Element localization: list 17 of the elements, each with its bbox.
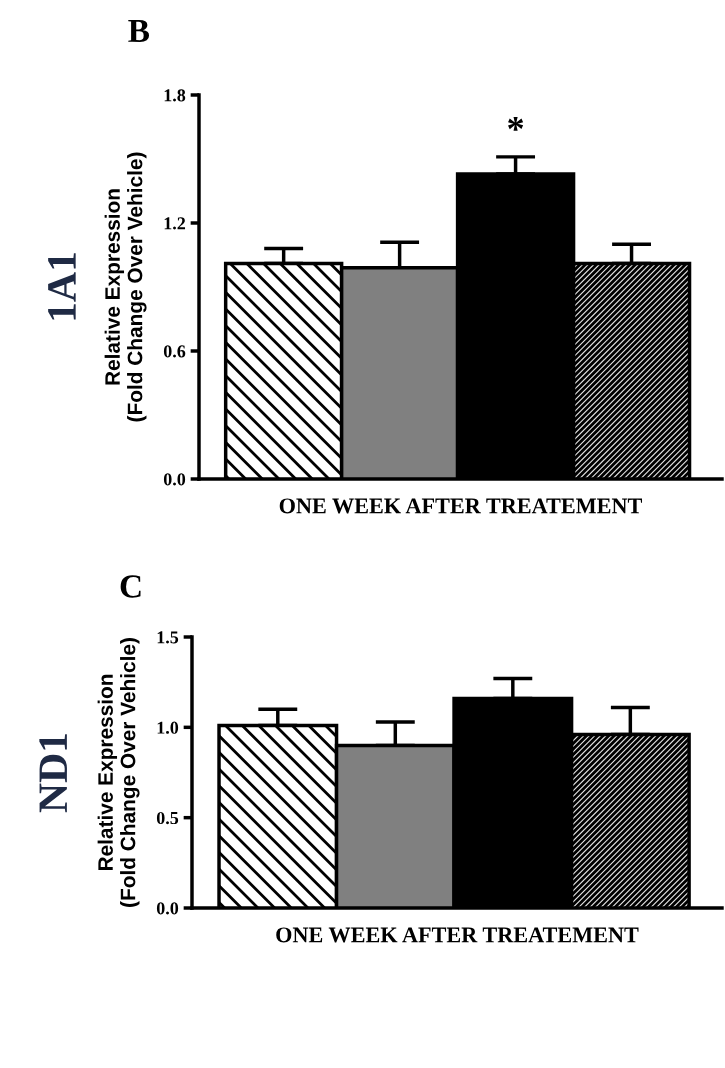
chart-title: B bbox=[128, 19, 150, 42]
text: ND1 bbox=[39, 734, 67, 813]
annotation: * bbox=[508, 117, 524, 131]
y-tick-label: 1.5 bbox=[157, 631, 179, 644]
y-tick-label: 1.2 bbox=[164, 217, 186, 230]
y-tick-label: 0.0 bbox=[163, 473, 186, 486]
x-axis-title: ONE WEEK AFTER TREATEMENT bbox=[276, 927, 639, 943]
y-tick-label: 1.0 bbox=[157, 721, 179, 734]
y-tick-label: 0.6 bbox=[163, 345, 186, 358]
chart-title: C bbox=[120, 575, 141, 598]
text: 1A1 bbox=[48, 253, 76, 320]
y-tick-label: 0.5 bbox=[156, 811, 179, 825]
y-axis-title: Relative Expression (Fold Change Over Vehicle) bbox=[104, 152, 147, 422]
y-axis-title: Relative Expression (Fold Change Over Vehicle) bbox=[97, 638, 140, 907]
x-axis-title: ONE WEEK AFTER TREATEMENT bbox=[279, 498, 643, 514]
y-tick-label: 0.0 bbox=[156, 902, 179, 915]
y-tick-label: 1.8 bbox=[164, 89, 186, 102]
